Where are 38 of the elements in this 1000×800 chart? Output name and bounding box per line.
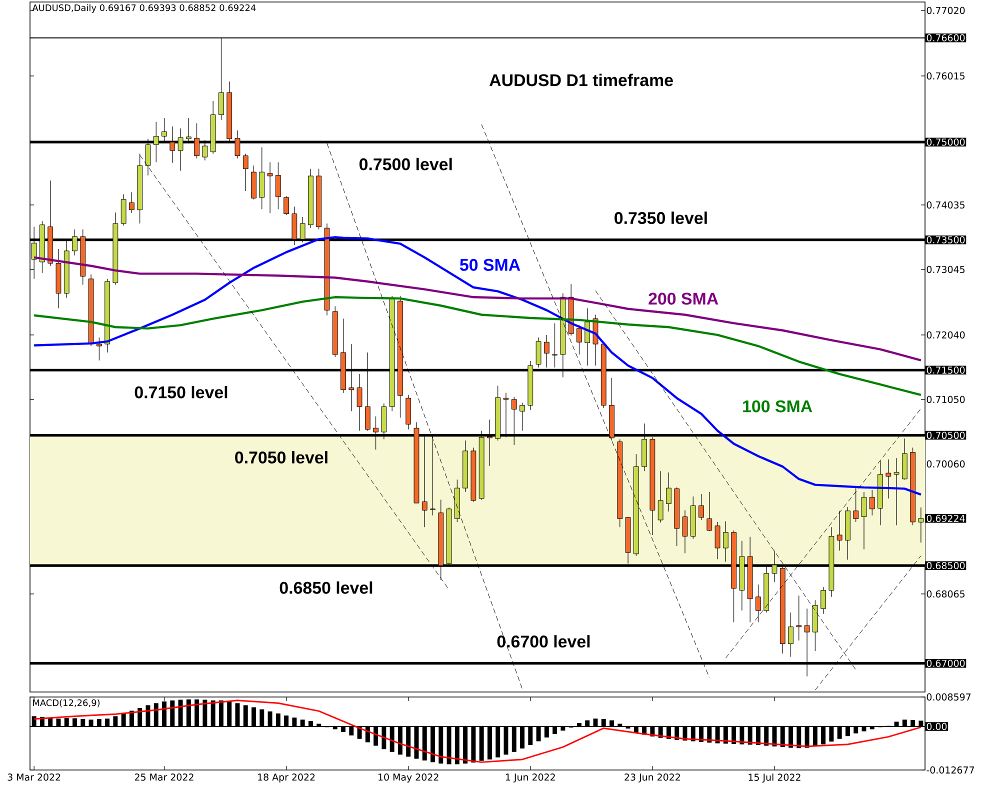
y-tick-label: 0.008597 bbox=[926, 693, 971, 701]
y-tick-label: -0.012677 bbox=[926, 766, 974, 774]
y-tick-label: 0.76015 bbox=[926, 72, 965, 80]
x-tick-label: 10 May 2022 bbox=[378, 774, 438, 783]
x-tick-label: 1 Jun 2022 bbox=[506, 774, 555, 782]
y-tick-label: 0.77020 bbox=[926, 6, 965, 14]
y-tick-label: 0.73500 bbox=[926, 236, 965, 244]
x-tick-label: 15 Jul 2022 bbox=[748, 774, 800, 783]
y-tick-label: 0.68065 bbox=[926, 590, 965, 598]
y-tick-label: 0.70060 bbox=[926, 460, 965, 468]
y-tick-label: 0.70500 bbox=[926, 432, 965, 439]
y-tick-label: 0.72040 bbox=[926, 331, 965, 339]
y-tick-label: 0.69224 bbox=[926, 514, 965, 522]
ref-line-label: 0.7150 level bbox=[134, 386, 228, 398]
x-tick-label: 3 Mar 2022 bbox=[8, 774, 60, 781]
chart-title: MACD(12,26,9) bbox=[33, 699, 100, 708]
y-tick-label: 0.73045 bbox=[926, 266, 965, 274]
ref-line-label: 0.7050 level bbox=[235, 451, 328, 464]
ref-line-label: 0.7500 level bbox=[359, 158, 452, 170]
x-tick-label: 23 Jun 2022 bbox=[624, 774, 680, 782]
series-label: 100 SMA bbox=[743, 400, 812, 412]
x-tick-label: 25 Mar 2022 bbox=[134, 774, 194, 781]
series-label: 50 SMA bbox=[460, 258, 520, 271]
y-tick-label: 0.67000 bbox=[926, 660, 965, 667]
ref-line-label: 0.6700 level bbox=[497, 635, 590, 648]
ref-line-label: 0.6850 level bbox=[280, 581, 372, 594]
y-tick-label: 0.71050 bbox=[926, 396, 965, 404]
y-tick-label: 0.68500 bbox=[926, 562, 965, 570]
x-tick-label: 18 Apr 2022 bbox=[258, 774, 315, 783]
annotation: AUDUSD D1 timeframe bbox=[490, 74, 673, 86]
y-tick-label: 0.76600 bbox=[926, 34, 965, 42]
ref-line-label: 0.7350 level bbox=[614, 212, 707, 224]
y-tick-label: 0.75000 bbox=[926, 138, 965, 146]
series-label: 200 SMA bbox=[648, 292, 718, 305]
y-tick-label: 0.71500 bbox=[926, 366, 965, 374]
y-tick-label: 0.00 bbox=[926, 722, 947, 730]
chart-title: AUDUSD,Daily 0.69167 0.69393 0.68852 0.69224 bbox=[32, 4, 256, 13]
y-tick-label: 0.74035 bbox=[926, 201, 965, 209]
